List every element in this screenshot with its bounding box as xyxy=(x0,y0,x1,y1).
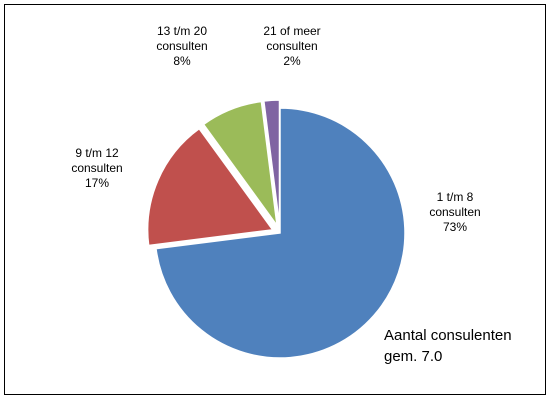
annotation: Aantal consulenten xyxy=(384,327,512,344)
pie-slice xyxy=(146,127,275,247)
pie-slice xyxy=(155,107,406,359)
slice-percent: 8% xyxy=(173,54,191,68)
pie-slice xyxy=(262,99,281,226)
annotation: gem. 7.0 xyxy=(384,348,443,365)
slice-label: 1 t/m 8 consulten xyxy=(429,190,481,219)
slice-label: 13 t/m 20 consulten xyxy=(156,24,208,53)
slice-percent: 73% xyxy=(442,220,468,234)
slice-label: 9 t/m 12 consulten xyxy=(71,146,123,175)
slice-percent: 2% xyxy=(283,54,301,68)
slice-percent: 17% xyxy=(84,176,110,190)
pie-slice xyxy=(202,100,278,227)
slice-label: 21 of meer consulten xyxy=(263,24,321,53)
chart-border xyxy=(4,4,546,395)
